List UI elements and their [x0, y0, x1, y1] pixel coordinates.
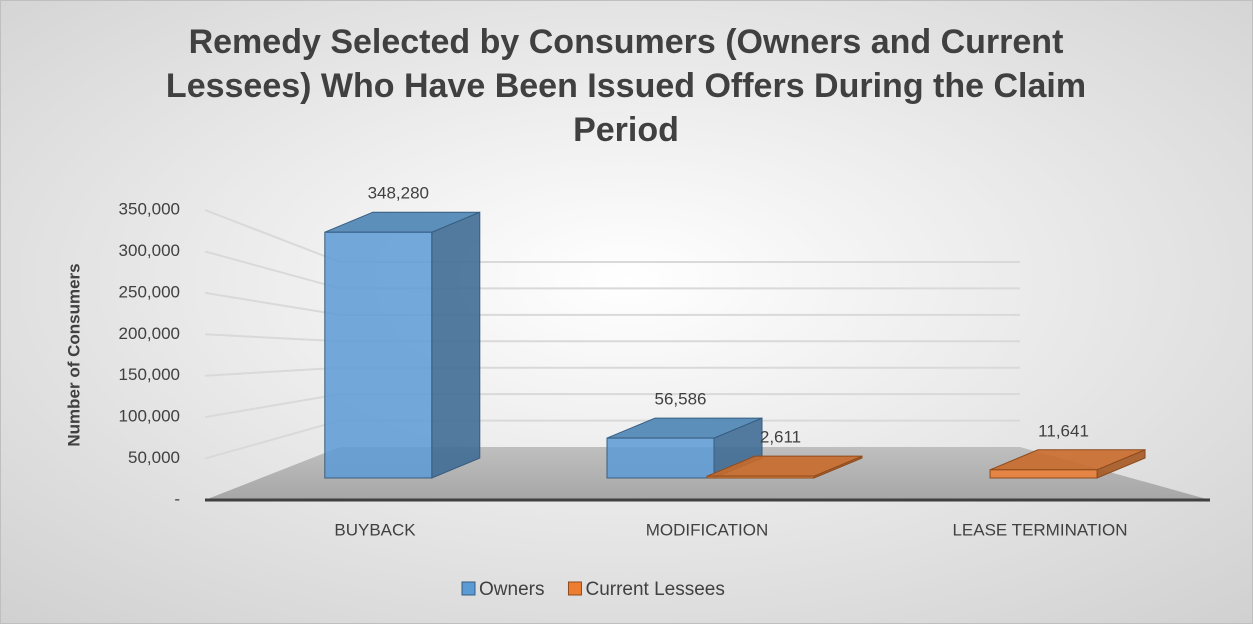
bar-front [606, 437, 715, 479]
legend-label: Owners [479, 579, 544, 600]
x-tick-label: LEASE TERMINATION [952, 520, 1127, 539]
chart-title: Remedy Selected by Consumers (Owners and… [165, 23, 1087, 149]
data-label: 56,586 [655, 390, 707, 409]
y-tick-label: 150,000 [119, 365, 180, 384]
bar-front [706, 475, 815, 479]
bar [989, 449, 1146, 479]
y-tick-label: 250,000 [119, 282, 180, 301]
y-tick-label: 50,000 [128, 448, 180, 467]
bar [706, 455, 863, 479]
y-tick-label: 300,000 [119, 241, 180, 260]
bar-front [989, 469, 1098, 479]
bar [606, 417, 763, 479]
y-tick-label: - [174, 489, 180, 508]
data-label: 2,611 [760, 428, 801, 447]
x-tick-label: MODIFICATION [646, 520, 768, 539]
legend-swatch [461, 581, 476, 596]
bar-front [324, 231, 433, 479]
legend-swatch [567, 581, 582, 596]
data-label: 348,280 [368, 184, 429, 203]
y-axis-label: Number of Consumers [64, 263, 83, 446]
x-tick-label: BUYBACK [334, 520, 416, 539]
bar-side [431, 211, 481, 479]
y-tick-label: 350,000 [119, 199, 180, 218]
bar [324, 211, 481, 479]
legend-label: Current Lessees [585, 579, 724, 600]
y-tick-label: 100,000 [119, 407, 180, 426]
y-tick-label: 200,000 [119, 324, 180, 343]
data-label: 11,641 [1038, 421, 1089, 440]
